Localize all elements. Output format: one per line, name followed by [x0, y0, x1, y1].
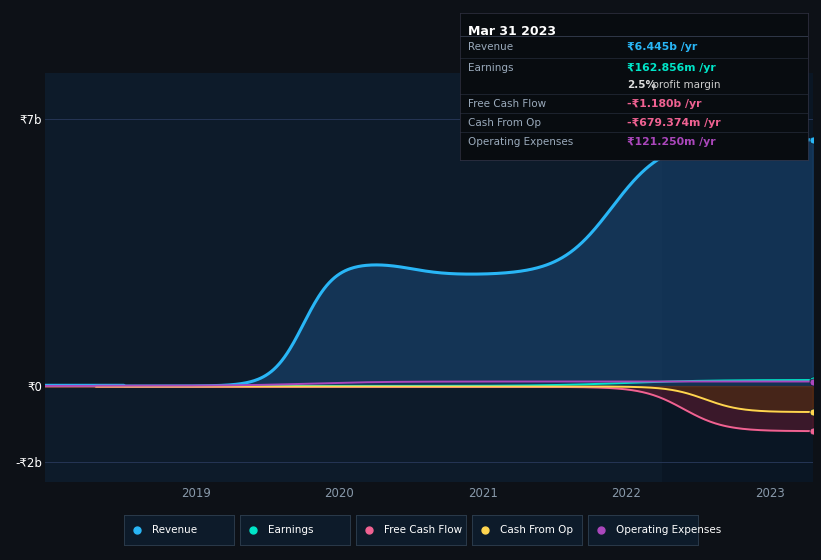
Bar [662, 73, 813, 482]
Text: Operating Expenses: Operating Expenses [616, 525, 722, 535]
Text: Cash From Op: Cash From Op [500, 525, 573, 535]
Text: profit margin: profit margin [649, 80, 721, 90]
Text: 2.5%: 2.5% [627, 80, 656, 90]
Text: Free Cash Flow: Free Cash Flow [384, 525, 462, 535]
Text: Earnings: Earnings [469, 63, 514, 73]
Text: Operating Expenses: Operating Expenses [469, 137, 574, 147]
Text: -₹1.180b /yr: -₹1.180b /yr [627, 99, 701, 109]
Text: Cash From Op: Cash From Op [469, 118, 542, 128]
Text: Revenue: Revenue [469, 43, 514, 52]
Text: Revenue: Revenue [152, 525, 197, 535]
Text: ₹6.445b /yr: ₹6.445b /yr [627, 43, 697, 52]
Text: Mar 31 2023: Mar 31 2023 [469, 25, 557, 38]
Text: ₹162.856m /yr: ₹162.856m /yr [627, 63, 716, 73]
Text: Earnings: Earnings [268, 525, 314, 535]
Text: Free Cash Flow: Free Cash Flow [469, 99, 547, 109]
Text: ₹121.250m /yr: ₹121.250m /yr [627, 137, 715, 147]
Text: -₹679.374m /yr: -₹679.374m /yr [627, 118, 721, 128]
